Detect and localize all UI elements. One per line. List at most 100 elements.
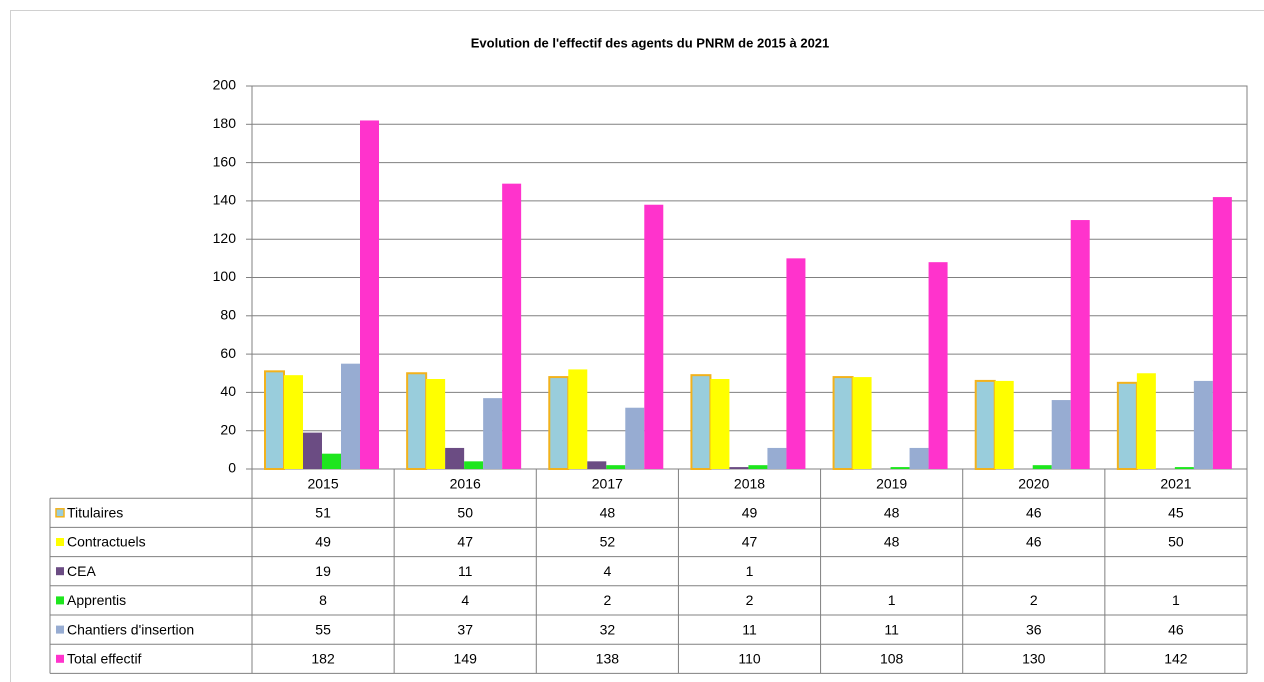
chart-title: Evolution de l'effectif des agents du PN… [471,35,830,50]
y-tick-label: 200 [213,77,237,93]
bar [1193,380,1213,469]
table-value: 46 [1026,534,1042,550]
x-tick-label: 2018 [734,475,765,491]
table-value: 37 [457,621,473,637]
bar [464,461,484,469]
legend-label: Total effectif [67,651,142,667]
table-value: 2 [746,592,754,608]
table-value: 11 [884,621,899,637]
bar [909,447,929,469]
bar [1136,373,1156,469]
bar [284,375,303,469]
table-value: 8 [319,592,327,608]
bar [264,370,285,470]
bar [644,204,664,470]
bar [341,363,360,469]
table-value: 46 [1026,505,1042,521]
table-value: 52 [600,534,616,550]
table-value: 55 [315,621,331,637]
table-value: 2 [1030,592,1038,608]
bar [767,447,787,469]
table-value: 182 [311,651,335,667]
table-value: 2 [603,592,611,608]
legend-label: Contractuels [67,534,146,550]
bar [928,262,948,469]
legend-label: Titulaires [67,505,123,521]
table-value: 50 [457,505,473,521]
legend-swatch [56,538,64,546]
table-value: 48 [600,505,616,521]
y-tick-label: 100 [213,268,237,284]
table-value: 1 [888,592,896,608]
table-value: 1 [746,563,754,579]
y-tick-label: 120 [213,230,237,246]
y-tick-label: 20 [220,421,236,437]
table-value: 47 [742,534,758,550]
table-value: 49 [742,505,758,521]
x-tick-label: 2020 [1018,475,1049,491]
legend-swatch [55,508,65,518]
bar [690,374,712,471]
bar [710,378,730,469]
bar [1212,197,1232,469]
legend-label: Chantiers d'insertion [67,621,194,637]
table-value: 138 [596,651,620,667]
table-value: 49 [315,534,331,550]
legend-label: CEA [67,563,96,579]
table-value: 11 [742,621,757,637]
y-tick-label: 0 [228,460,236,476]
bar [587,461,607,469]
table-value: 130 [1022,651,1046,667]
bar [502,183,522,470]
bar [625,407,645,469]
table-value: 110 [738,651,761,667]
bar [1051,400,1071,469]
bar [1032,465,1052,469]
table-value: 46 [1168,621,1184,637]
table-value: 4 [461,592,469,608]
x-tick-label: 2017 [592,475,623,491]
table-value: 142 [1164,651,1188,667]
table-value: 51 [315,505,331,521]
bar [303,432,322,469]
x-tick-label: 2021 [1160,475,1191,491]
y-tick-label: 160 [213,153,237,169]
table-value: 48 [884,505,900,521]
bar [890,467,910,469]
table-value: 48 [884,534,900,550]
y-tick-label: 180 [213,115,237,131]
bar [974,379,996,470]
legend-label: Apprentis [67,592,126,608]
bar [548,376,570,470]
bar [786,258,806,469]
bar [445,447,465,469]
table-value: 4 [603,563,611,579]
legend-swatch [56,596,64,605]
y-tick-label: 60 [220,345,236,361]
bar [483,398,503,469]
table-value: 45 [1168,505,1184,521]
x-tick-label: 2019 [876,475,907,491]
legend-swatch [56,654,64,663]
bar [426,378,446,469]
table-value: 50 [1168,534,1184,550]
table-value: 32 [600,621,616,637]
table-value: 149 [454,651,478,667]
bar [852,377,872,469]
bar [322,453,341,469]
bar [729,467,749,469]
table-value: 11 [458,563,473,579]
bar [606,465,626,469]
bar [360,120,379,469]
chart-border [10,10,1264,682]
y-tick-label: 140 [213,192,237,208]
y-tick-label: 80 [220,307,236,323]
bar [994,380,1014,469]
y-tick-label: 40 [220,383,236,399]
bar [748,465,768,469]
bar [832,376,854,470]
bar [568,369,588,469]
table-value: 108 [880,651,904,667]
table-value: 19 [315,563,331,579]
bar [1070,220,1090,469]
